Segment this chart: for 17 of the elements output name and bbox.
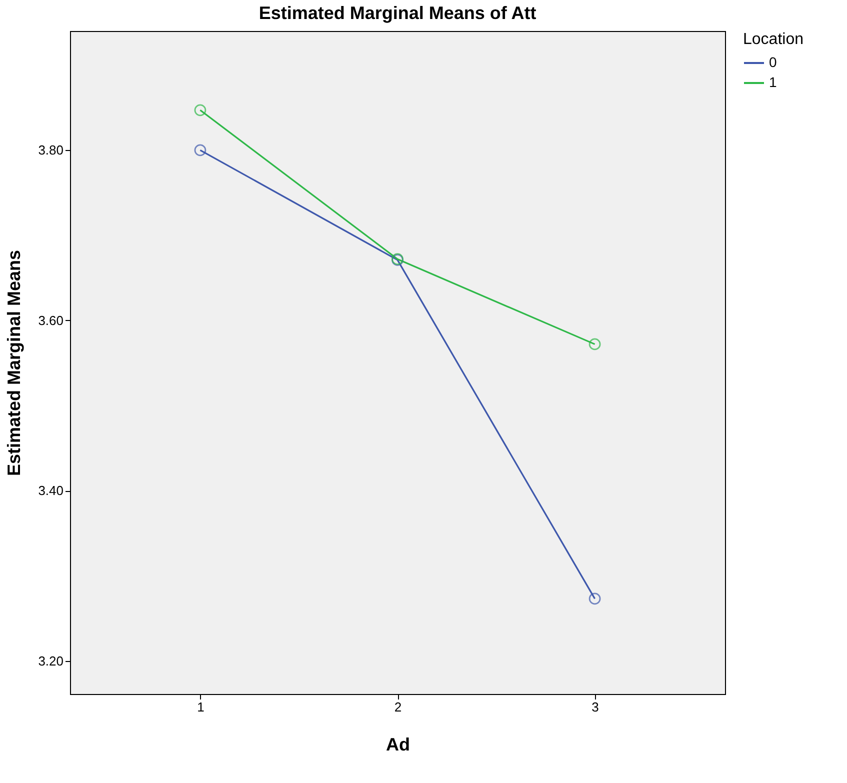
x-tick-label: 2 <box>394 700 402 714</box>
y-tick-label: 3.20 <box>38 653 64 668</box>
x-axis-title: Ad <box>386 734 410 754</box>
point <box>588 338 601 350</box>
y-tick-label: 3.80 <box>38 142 64 158</box>
legend-title: Location <box>743 31 804 48</box>
y-tick-label: 3.60 <box>38 312 64 328</box>
chart-title: Estimated Marginal Means of Att <box>258 3 536 23</box>
x-tick-label: 3 <box>592 700 599 714</box>
point <box>194 104 206 116</box>
point <box>194 144 206 156</box>
point <box>588 592 601 605</box>
legend-label: 1 <box>769 74 777 90</box>
y-axis-title: Estimated Marginal Means <box>4 250 24 476</box>
x-tick-label: 1 <box>197 700 204 714</box>
legend-label: 0 <box>769 54 777 70</box>
y-tick-label: 3.40 <box>38 483 64 498</box>
